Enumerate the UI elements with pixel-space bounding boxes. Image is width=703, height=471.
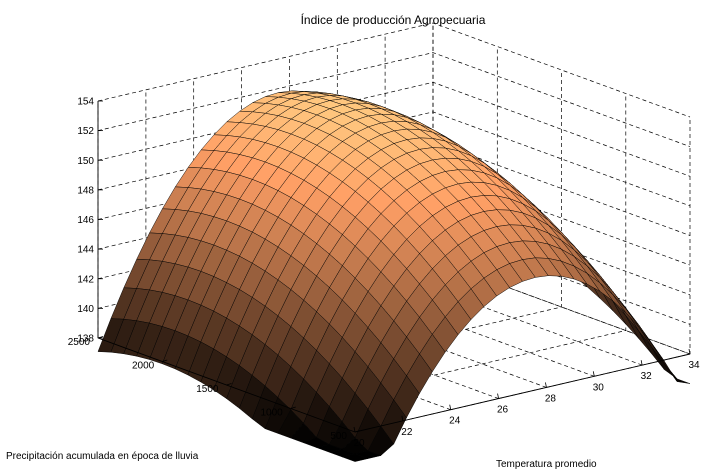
x-tick-mark bbox=[353, 426, 356, 433]
x-tick-mark bbox=[497, 393, 499, 399]
z-tick-label: 146 bbox=[77, 215, 94, 226]
x-tick-mark bbox=[545, 382, 547, 388]
z-tick-label: 150 bbox=[77, 156, 94, 167]
z-tick-label: 144 bbox=[77, 245, 94, 256]
z-tick-label: 140 bbox=[77, 304, 94, 315]
grid-line bbox=[97, 81, 691, 177]
x-tick-mark bbox=[449, 404, 452, 410]
x-tick-label: 22 bbox=[401, 427, 413, 438]
y-tick-label: 500 bbox=[330, 431, 347, 442]
z-tick-label: 152 bbox=[77, 126, 94, 137]
y-tick-label: 1000 bbox=[261, 408, 284, 419]
y-tick-label: 2500 bbox=[68, 337, 91, 348]
x-tick-label: 28 bbox=[545, 393, 557, 404]
x-tick-label: 20 bbox=[353, 438, 365, 449]
surface-cell bbox=[638, 330, 665, 370]
x-tick-label: 24 bbox=[449, 416, 461, 427]
x-tick-mark bbox=[401, 415, 404, 421]
y-tick-mark bbox=[354, 430, 361, 433]
x-axis-label: Temperatura promedio bbox=[496, 459, 597, 470]
x-tick-label: 26 bbox=[497, 405, 509, 416]
y-tick-mark bbox=[97, 336, 104, 339]
tick-labels: 138 140 142 144 146 148 150 152 154 500 1000 1500 20… bbox=[68, 97, 700, 450]
x-tick-label: 34 bbox=[688, 360, 700, 371]
x-tick-label: 30 bbox=[593, 382, 605, 393]
y-tick-label: 2000 bbox=[132, 361, 155, 372]
z-tick-label: 142 bbox=[77, 274, 94, 285]
y-tick-mark bbox=[226, 383, 232, 386]
y-axis-label: Precipitación acumulada en época de lluv… bbox=[6, 451, 199, 462]
z-tick-label: 154 bbox=[77, 97, 94, 108]
surface-cell bbox=[625, 315, 652, 354]
x-tick-label: 32 bbox=[641, 371, 653, 382]
x-tick-mark bbox=[640, 360, 643, 366]
y-tick-label: 1500 bbox=[196, 384, 219, 395]
surface-cell bbox=[638, 325, 665, 364]
y-tick-mark bbox=[162, 359, 168, 362]
z-tick-label: 138 bbox=[77, 334, 94, 345]
x-tick-mark bbox=[592, 371, 595, 377]
grid-line bbox=[97, 22, 691, 118]
grid-line bbox=[97, 52, 691, 147]
surface-mesh bbox=[97, 90, 691, 462]
x-axis-line bbox=[354, 353, 691, 433]
x-tick-mark bbox=[688, 348, 691, 355]
surface-cell bbox=[341, 453, 369, 462]
chart-title: Índice de producción Agropecuaria bbox=[301, 12, 486, 27]
z-tick-label: 148 bbox=[77, 185, 94, 196]
y-tick-mark bbox=[290, 406, 296, 409]
surface-cell bbox=[664, 363, 691, 384]
